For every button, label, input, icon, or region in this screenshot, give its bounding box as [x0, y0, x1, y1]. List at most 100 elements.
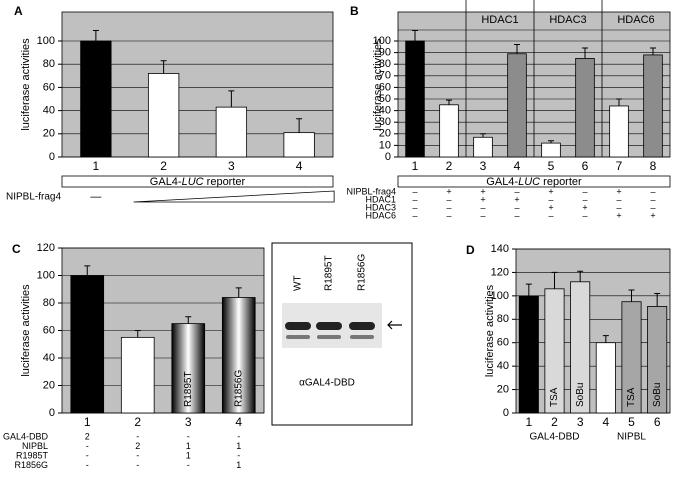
y-axis-title: luciferase activities	[20, 38, 32, 131]
bar	[147, 73, 180, 158]
panel-letter: A	[14, 4, 23, 18]
reporter-part: reporter	[204, 176, 246, 188]
condition-mark: -	[136, 460, 139, 470]
header-label: HDAC6	[617, 14, 654, 26]
x-tick-label: 6	[654, 415, 661, 429]
error-bar	[412, 30, 418, 41]
panel-letter: C	[12, 242, 21, 256]
y-tick-label: 0	[49, 407, 55, 419]
condition-mark: -	[136, 450, 139, 460]
condition-mark: +	[548, 202, 553, 212]
condition-mark: –	[412, 210, 417, 220]
header-label: HDAC3	[549, 14, 586, 26]
reporter-part: LUC	[182, 176, 204, 188]
y-tick-label: 10	[379, 139, 391, 151]
condition-mark: 2	[85, 431, 90, 441]
group-label: GAL4-DBD	[529, 432, 579, 443]
dose-triangle	[133, 190, 335, 203]
condition-mark: -	[187, 431, 190, 441]
bar-label: TSA	[549, 387, 560, 407]
error-bar	[160, 60, 167, 74]
blot-band	[349, 322, 375, 330]
condition-label: NIPBL	[22, 441, 48, 451]
bar	[609, 105, 629, 158]
panel-letter: B	[350, 4, 359, 18]
y-tick-label: 100	[37, 269, 55, 281]
bar	[439, 104, 459, 158]
x-tick-label: 3	[185, 415, 192, 429]
dose-label: NIPBL-frag4	[6, 192, 61, 203]
x-tick-label: 8	[650, 159, 657, 173]
bar	[120, 336, 155, 414]
lane-label: R1856G	[357, 254, 368, 291]
y-tick-label: 100	[373, 35, 391, 47]
blot-band	[285, 322, 311, 330]
error-bar	[446, 99, 452, 105]
condition-mark: –	[446, 194, 451, 204]
x-tick-label: 2	[160, 159, 167, 173]
error-bar	[185, 316, 192, 324]
y-tick-label: 0	[503, 407, 509, 419]
condition-mark: –	[412, 186, 417, 196]
condition-mark: 1	[186, 441, 191, 451]
y-tick-label: 40	[43, 352, 55, 364]
y-tick-label: 100	[491, 290, 509, 302]
bar-label: R1895T	[183, 371, 194, 407]
y-tick-label: 60	[43, 81, 55, 93]
error-bar	[235, 287, 242, 298]
error-bar	[84, 265, 91, 276]
y-tick-label: 70	[379, 70, 391, 82]
y-tick-label: 50	[379, 93, 391, 105]
y-tick-label: 60	[379, 81, 391, 93]
error-bar	[296, 118, 303, 133]
bar	[283, 132, 315, 158]
reporter-part: GAL4-	[150, 176, 182, 188]
error-bar	[480, 133, 486, 138]
x-tick-label: 4	[296, 159, 303, 173]
lane-label: R1895T	[324, 255, 335, 291]
error-bar	[514, 43, 520, 54]
x-tick-label: 2	[134, 415, 141, 429]
bar	[215, 106, 248, 158]
condition-label: R1985T	[16, 450, 49, 460]
x-tick-label: 1	[525, 415, 532, 429]
y-tick-label: 60	[43, 324, 55, 336]
x-tick-label: 7	[616, 159, 623, 173]
y-tick-label: 20	[43, 128, 55, 140]
x-tick-label: 1	[93, 159, 100, 173]
y-tick-label: 40	[43, 105, 55, 117]
bar	[507, 53, 527, 158]
x-tick-label: 6	[582, 159, 589, 173]
condition-mark: -	[86, 441, 89, 451]
condition-mark: 1	[186, 450, 191, 460]
error-bar	[551, 271, 558, 289]
error-bar	[525, 283, 532, 296]
bar	[221, 297, 256, 414]
condition-mark: +	[650, 210, 655, 220]
condition-label: R1856G	[14, 460, 48, 470]
reporter-box	[397, 175, 671, 188]
error-bar	[577, 270, 584, 282]
x-tick-label: 5	[548, 159, 555, 173]
y-tick-label: 90	[379, 47, 391, 59]
condition-mark: -	[237, 450, 240, 460]
condition-mark: +	[582, 202, 587, 212]
y-tick-label: 20	[497, 383, 509, 395]
error-bar	[616, 98, 622, 106]
condition-mark: -	[86, 460, 89, 470]
y-tick-label: 40	[497, 360, 509, 372]
y-tick-label: 80	[379, 58, 391, 70]
y-tick-label: 0	[49, 151, 55, 163]
bar	[70, 275, 105, 414]
condition-mark: +	[548, 186, 553, 196]
y-tick-label: 100	[37, 35, 55, 47]
bar	[575, 58, 595, 158]
condition-mark: –	[514, 202, 519, 212]
condition-mark: +	[480, 186, 485, 196]
plot-area	[515, 248, 671, 414]
condition-mark: –	[446, 202, 451, 212]
condition-mark: –	[582, 194, 587, 204]
error-bar	[228, 90, 235, 108]
blot-arrow	[387, 320, 402, 330]
bar	[80, 40, 112, 158]
